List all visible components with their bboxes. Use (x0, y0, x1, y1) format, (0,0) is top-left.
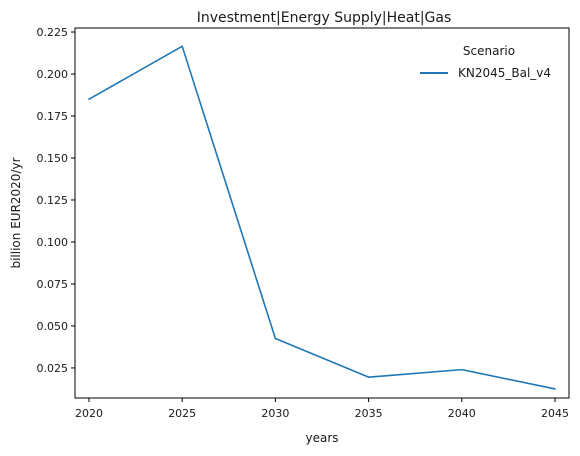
x-tick-label: 2030 (261, 407, 289, 420)
x-tick-label: 2020 (75, 407, 103, 420)
y-tick-label: 0.175 (37, 110, 69, 123)
chart-title: Investment|Energy Supply|Heat|Gas (197, 10, 452, 26)
legend: Scenario KN2045_Bal_v4 (420, 44, 551, 80)
data-point (181, 46, 183, 48)
data-point (275, 338, 277, 340)
x-axis-label: years (305, 431, 338, 445)
data-point (88, 98, 90, 100)
y-tick-label: 0.200 (37, 68, 69, 81)
plot-area (75, 28, 569, 398)
y-tick-label: 0.225 (37, 26, 69, 39)
y-tick-label: 0.025 (37, 362, 69, 375)
x-tick-label: 2045 (541, 407, 569, 420)
y-tick-label: 0.100 (37, 236, 69, 249)
y-tick-label: 0.125 (37, 194, 69, 207)
data-point (554, 388, 556, 390)
x-tick-label: 2040 (448, 407, 476, 420)
y-axis-label: billion EUR2020/yr (9, 157, 23, 268)
series-layer (88, 46, 556, 390)
y-tick-label: 0.050 (37, 320, 69, 333)
data-point (461, 369, 463, 371)
x-axis: 2020 2025 2030 2035 2040 2045 (75, 398, 569, 420)
x-tick-label: 2035 (355, 407, 383, 420)
data-point (368, 376, 370, 378)
x-tick-label: 2025 (168, 407, 196, 420)
y-axis: 0.025 0.050 0.075 0.100 0.125 0.150 0.175 0.200… (37, 26, 76, 375)
legend-title: Scenario (463, 44, 515, 58)
series-line (89, 46, 555, 389)
y-tick-label: 0.075 (37, 278, 69, 291)
y-tick-label: 0.150 (37, 152, 69, 165)
legend-label: KN2045_Bal_v4 (458, 66, 551, 80)
